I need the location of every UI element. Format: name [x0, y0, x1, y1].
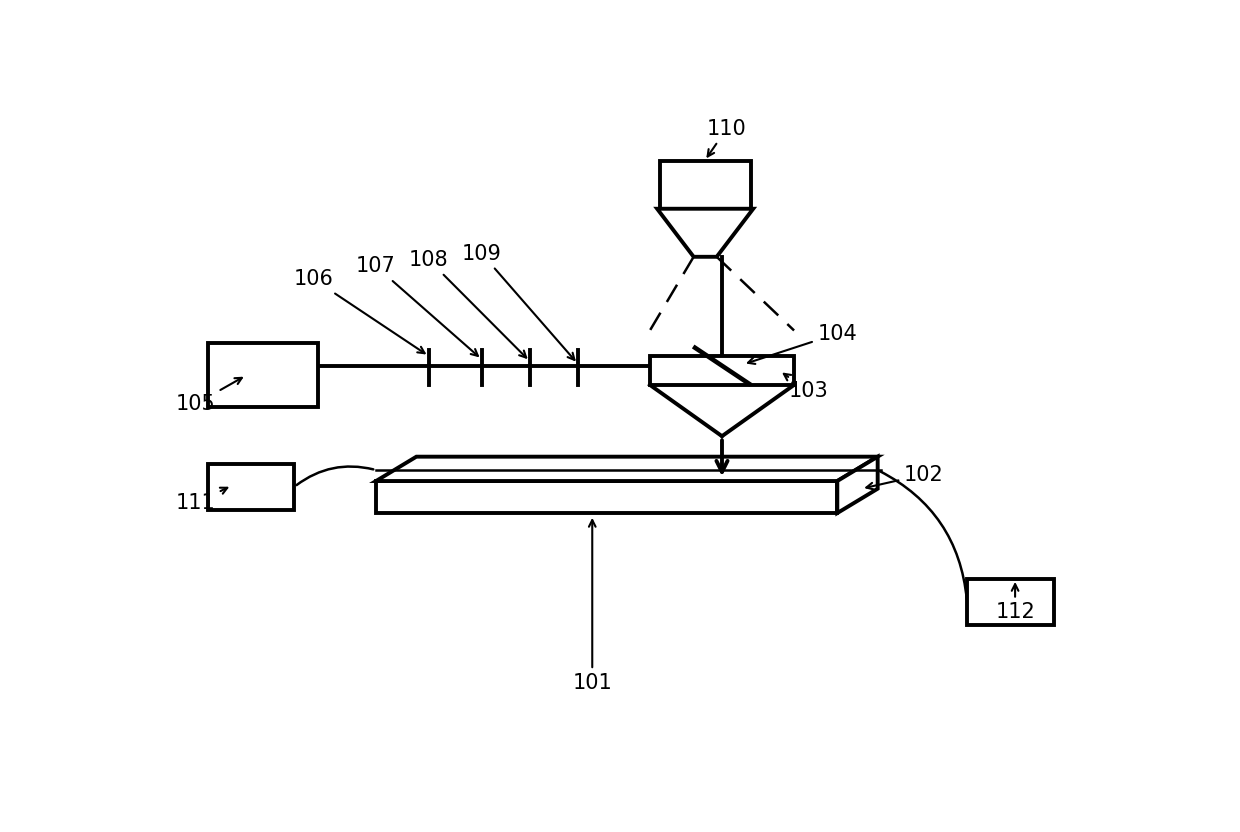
Polygon shape: [657, 209, 753, 257]
Bar: [208, 344, 319, 408]
Polygon shape: [837, 457, 878, 513]
Text: 108: 108: [409, 250, 526, 358]
Text: 102: 102: [867, 464, 944, 489]
Bar: [208, 463, 294, 510]
Text: 111: 111: [176, 488, 227, 513]
Text: 104: 104: [748, 324, 857, 364]
Bar: [660, 161, 751, 209]
Text: 105: 105: [176, 378, 242, 414]
Text: 103: 103: [784, 374, 828, 401]
Polygon shape: [376, 481, 837, 513]
Text: 107: 107: [356, 256, 477, 356]
Bar: [650, 356, 794, 385]
Bar: [967, 579, 1054, 625]
Text: 112: 112: [996, 584, 1035, 622]
Text: 110: 110: [707, 119, 746, 156]
Text: 101: 101: [573, 520, 613, 693]
Text: 106: 106: [294, 270, 424, 354]
Text: 109: 109: [461, 244, 574, 360]
Polygon shape: [376, 457, 878, 481]
